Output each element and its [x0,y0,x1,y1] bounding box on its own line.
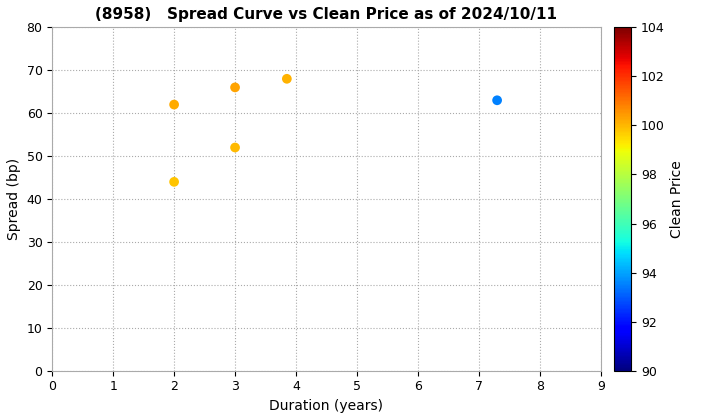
Y-axis label: Clean Price: Clean Price [670,160,684,238]
Point [281,76,292,82]
Title: (8958)   Spread Curve vs Clean Price as of 2024/10/11: (8958) Spread Curve vs Clean Price as of… [96,7,557,22]
Point [229,84,240,91]
Point [491,97,503,104]
Y-axis label: Spread (bp): Spread (bp) [7,158,21,240]
X-axis label: Duration (years): Duration (years) [269,399,384,413]
Point [168,178,180,185]
Point [229,144,240,151]
Point [168,101,180,108]
